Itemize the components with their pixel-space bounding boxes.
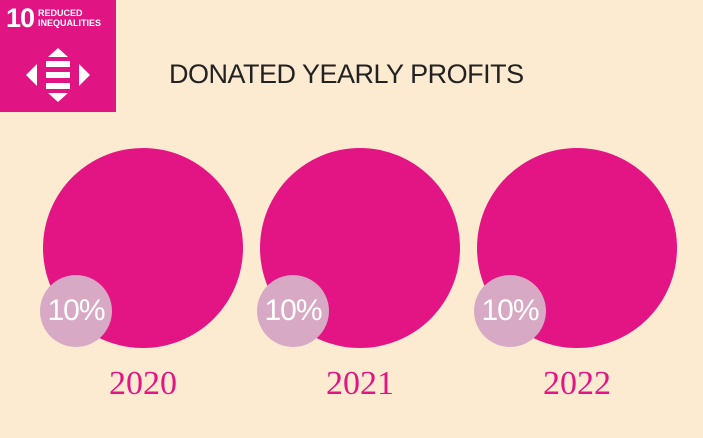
year-card-2020: 10% 2020	[40, 148, 283, 408]
percent-badge: 10%	[40, 275, 112, 347]
sdg-badge: 10 REDUCED INEQUALITIES	[0, 0, 116, 112]
year-label: 2022	[543, 365, 611, 402]
reduced-inequalities-icon	[26, 48, 90, 102]
year-card-2021: 10% 2021	[257, 148, 500, 408]
year-label: 2021	[326, 365, 394, 402]
year-card-2022: 10% 2022	[474, 148, 703, 408]
sdg-goal-label: REDUCED INEQUALITIES	[38, 8, 114, 28]
percent-badge: 10%	[257, 275, 329, 347]
page-title: DONATED YEARLY PROFITS	[169, 59, 524, 89]
year-label: 2020	[109, 365, 177, 402]
sdg-goal-label-line2: INEQUALITIES	[38, 18, 102, 28]
sdg-goal-number: 10	[6, 3, 35, 33]
sdg-goal-label-line1: REDUCED	[38, 8, 83, 18]
percent-badge: 10%	[474, 275, 546, 347]
